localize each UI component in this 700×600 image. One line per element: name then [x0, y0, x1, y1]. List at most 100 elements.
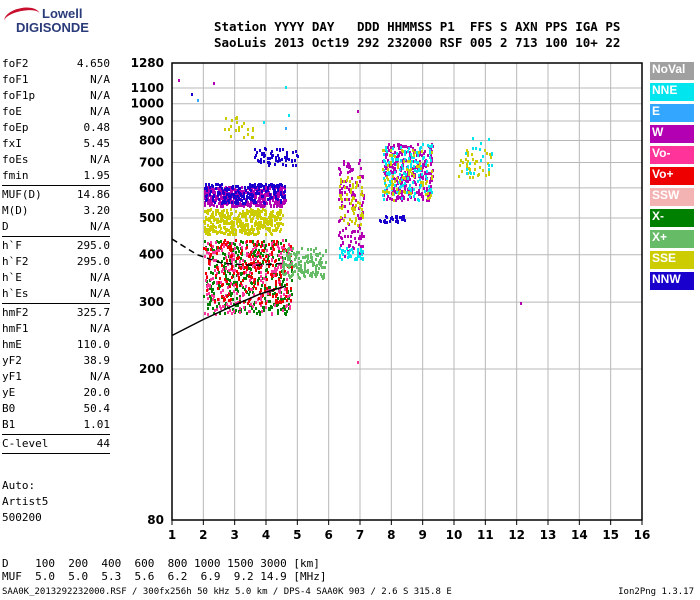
echo-point [236, 292, 238, 295]
echo-point [431, 179, 433, 182]
echo-point [212, 251, 214, 254]
echo-point [279, 283, 281, 286]
echo-point [204, 312, 206, 315]
echo-point [361, 190, 363, 193]
echo-point [362, 245, 364, 248]
echo-point [429, 149, 431, 152]
param-value: 14.86 [76, 188, 110, 201]
echo-point [241, 249, 243, 252]
param-row: MUF(D) 14.86 [2, 187, 110, 203]
echo-point [271, 156, 273, 159]
echo-point [404, 191, 406, 194]
echo-point [268, 265, 270, 268]
echo-point [256, 190, 258, 193]
x-tick-label: 11 [477, 528, 494, 542]
echo-point [425, 175, 427, 178]
echo-point [252, 265, 254, 268]
echo-point [425, 165, 427, 168]
echo-point [298, 251, 300, 254]
echo-point [223, 265, 225, 268]
echo-point [241, 199, 243, 202]
echo-point [357, 361, 359, 364]
echo-point [284, 270, 286, 273]
echo-point [236, 297, 238, 300]
echo-point [233, 290, 235, 293]
echo-point [268, 260, 270, 263]
echo-point [276, 268, 278, 271]
plot-frame [171, 62, 643, 521]
param-value: 295.0 [76, 255, 110, 268]
echo-point [402, 167, 404, 170]
header-values: SaoLuis 2013 Oct19 292 232000 RSF 005 2 … [214, 35, 621, 50]
echo-point [471, 153, 473, 156]
legend-item: NoVal [650, 62, 694, 80]
echo-point [310, 253, 312, 256]
echo-point [245, 290, 247, 293]
echo-point [388, 184, 390, 187]
echo-point [250, 213, 252, 216]
echo-point [280, 209, 282, 212]
echo-point [264, 284, 266, 287]
echo-point [264, 217, 266, 220]
echo-point [269, 253, 271, 256]
echo-point [344, 255, 346, 258]
echo-point [275, 191, 277, 194]
echo-point [259, 302, 261, 305]
param-key: foEp [2, 121, 29, 134]
echo-point [276, 218, 278, 221]
echo-point [394, 171, 396, 174]
echo-point [258, 221, 260, 224]
echo-point [427, 164, 429, 167]
echo-point [257, 282, 259, 285]
param-value: 1.95 [83, 169, 111, 182]
echo-point [277, 266, 279, 269]
echo-point [257, 260, 259, 263]
echo-point [223, 201, 225, 204]
echo-point [262, 217, 264, 220]
echo-point [304, 262, 306, 265]
echo-point [279, 271, 281, 274]
echo-point [257, 240, 259, 243]
echo-point [408, 175, 410, 178]
echo-point [341, 200, 343, 203]
echo-point [474, 162, 476, 165]
echo-point [430, 159, 432, 162]
echo-point [217, 183, 219, 186]
echo-point [224, 194, 226, 197]
echo-point [231, 220, 233, 223]
echo-point [249, 298, 251, 301]
echo-point [362, 194, 364, 197]
echo-point [352, 209, 354, 212]
echo-point [235, 185, 237, 188]
echo-point [266, 287, 268, 290]
echo-point [342, 229, 344, 232]
echo-point [282, 214, 284, 217]
echo-point [391, 180, 393, 183]
param-separator [2, 303, 110, 304]
echo-point [282, 163, 284, 166]
echo-point [263, 309, 265, 312]
echo-point [258, 267, 260, 270]
echo-point [210, 190, 212, 193]
echo-point [178, 79, 180, 82]
echo-point [401, 218, 403, 221]
echo-point [263, 277, 265, 280]
param-value: 20.0 [83, 386, 111, 399]
echo-point [221, 270, 223, 273]
echo-point [249, 240, 251, 243]
echo-point [244, 213, 246, 216]
echo-point [357, 230, 359, 233]
echo-point [402, 195, 404, 198]
echo-point [235, 304, 237, 307]
echo-point [217, 221, 219, 224]
echo-point [253, 310, 255, 313]
echo-point [393, 169, 395, 172]
echo-point [256, 216, 258, 219]
echo-point [269, 216, 271, 219]
echo-point [423, 152, 425, 155]
echo-point [282, 300, 284, 303]
echo-point [270, 305, 272, 308]
echo-point [429, 156, 431, 159]
echo-point [231, 254, 233, 257]
echo-point [315, 247, 317, 250]
